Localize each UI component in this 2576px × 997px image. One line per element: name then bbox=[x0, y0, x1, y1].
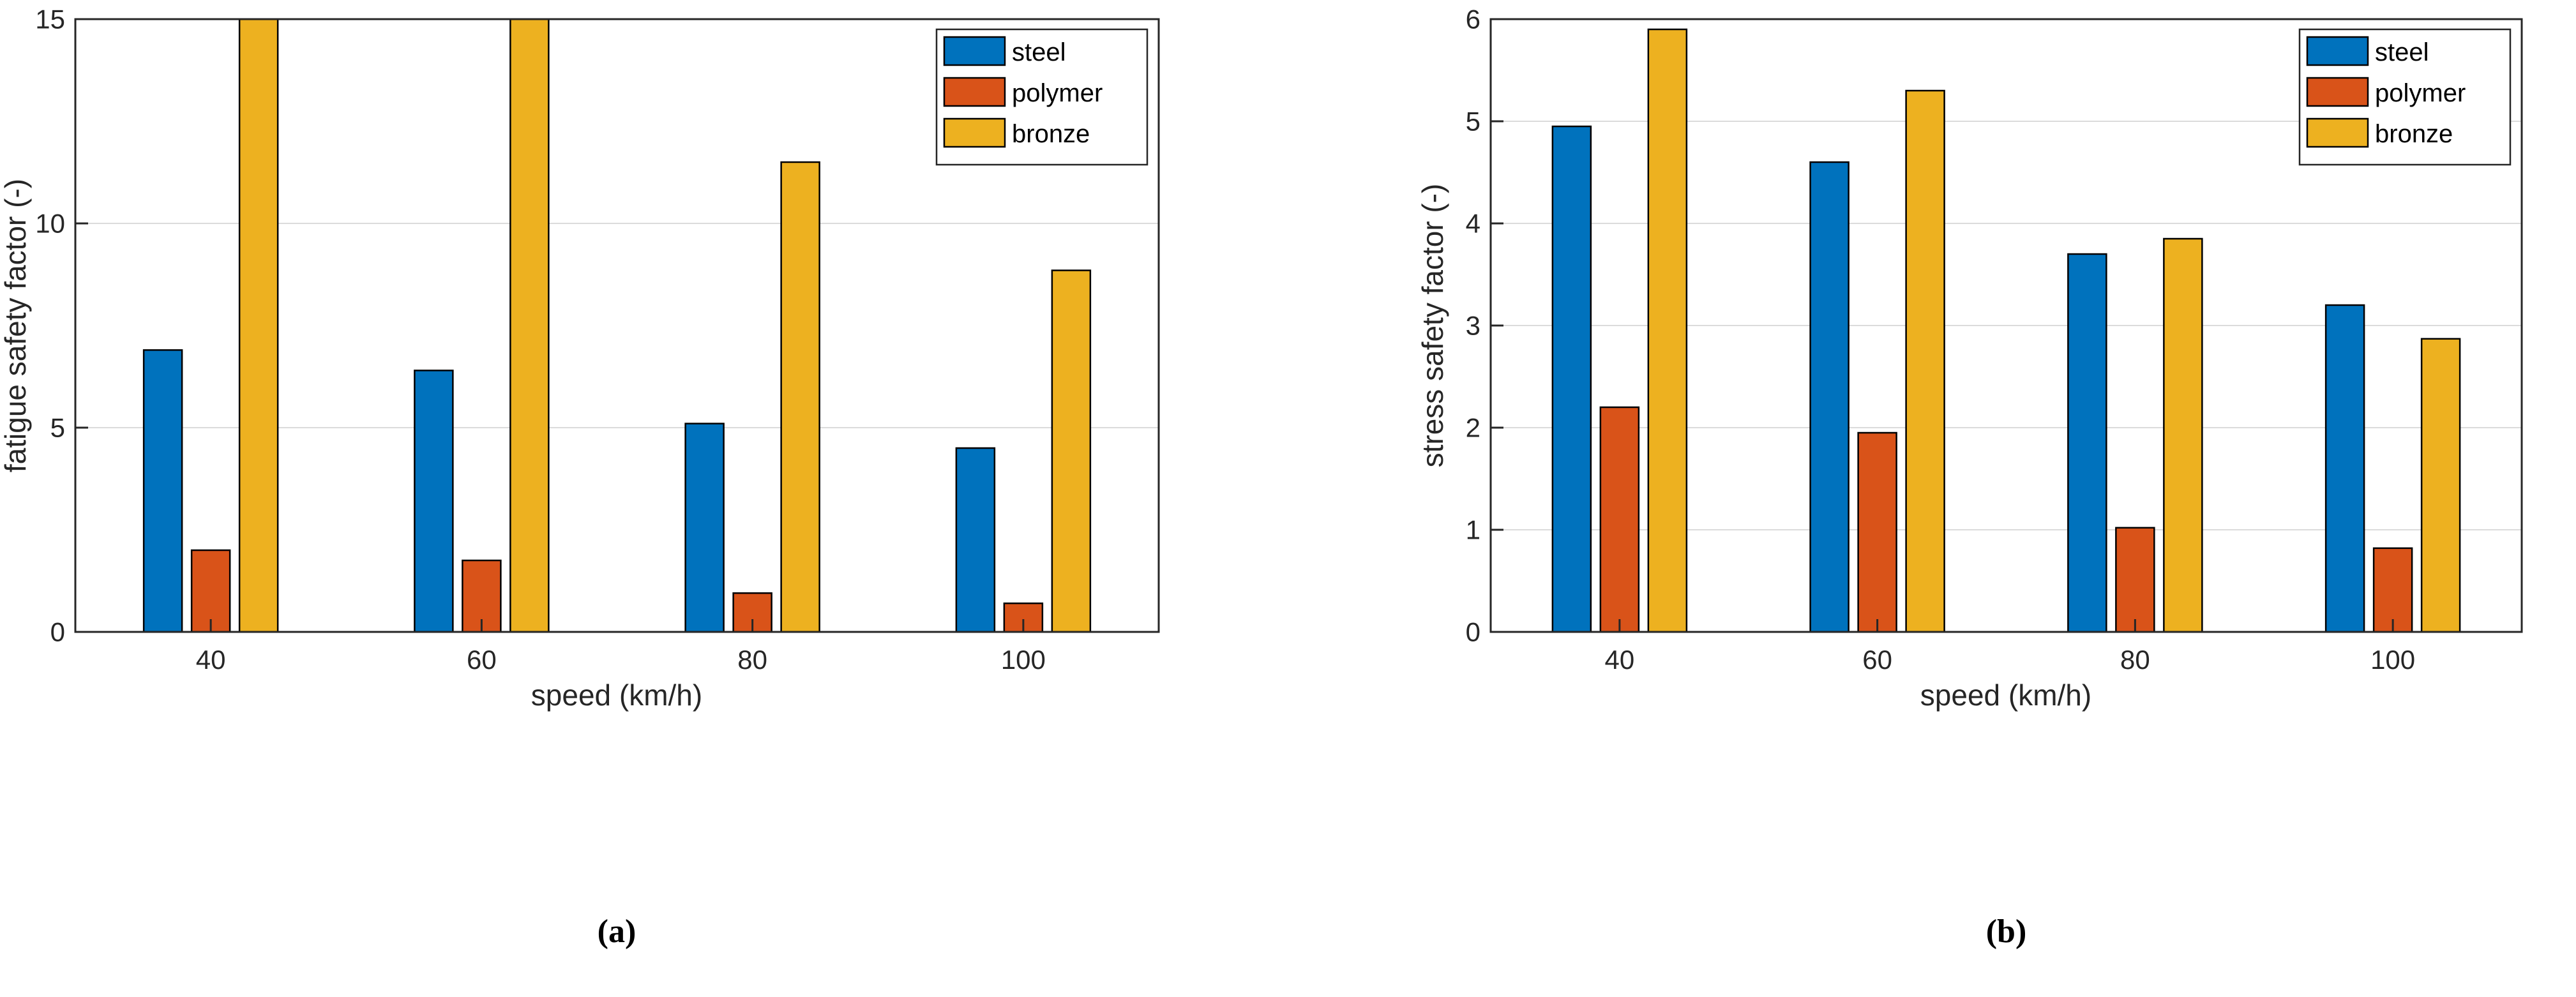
legend-swatch-bronze bbox=[2306, 117, 2369, 148]
bar-bronze-40 bbox=[238, 18, 279, 633]
bar-bronze-80 bbox=[2163, 237, 2203, 633]
bar-polymer-100 bbox=[2372, 547, 2413, 633]
caption-b: (b) bbox=[1985, 913, 2027, 950]
bar-polymer-40 bbox=[190, 549, 231, 633]
legend-swatch-polymer bbox=[943, 77, 1006, 107]
chart-a-x-axis-label: speed (km/h) bbox=[531, 678, 702, 712]
y-tick-label: 0 bbox=[50, 617, 65, 647]
x-tick-label: 40 bbox=[196, 645, 226, 675]
bar-polymer-80 bbox=[2115, 527, 2155, 633]
x-tick-label: 80 bbox=[737, 645, 767, 675]
legend-label-steel: steel bbox=[2375, 38, 2429, 66]
chart-b-y-axis-label: stress safety factor (-) bbox=[1416, 184, 1449, 468]
y-tick-label: 6 bbox=[1466, 4, 1480, 34]
bar-steel-80 bbox=[684, 423, 725, 633]
y-tick-label: 0 bbox=[1466, 617, 1480, 647]
legend-swatch-polymer bbox=[2306, 77, 2369, 107]
chart-b-x-axis-label: speed (km/h) bbox=[1920, 678, 2091, 712]
bar-steel-40 bbox=[142, 349, 183, 633]
x-tick-label: 80 bbox=[2120, 645, 2150, 675]
chart-b-plot-area: 0 1 2 3 4 5 6 40 60 80 100 steel polymer bronze bbox=[1466, 4, 2523, 675]
x-tick-label: 60 bbox=[1862, 645, 1892, 675]
x-tick-label: 40 bbox=[1605, 645, 1635, 675]
legend-label-bronze: bronze bbox=[1012, 120, 1090, 148]
bar-bronze-60 bbox=[1905, 89, 1945, 633]
legend-label-polymer: polymer bbox=[1012, 79, 1103, 107]
bar-steel-60 bbox=[414, 370, 454, 633]
chart-a-plot-area: 0 5 10 15 40 60 80 100 steel polymer bronze bbox=[35, 4, 1160, 675]
bar-steel-80 bbox=[2067, 253, 2107, 633]
chart-a-y-axis-label: fatigue safety factor (-) bbox=[0, 179, 32, 472]
y-tick-label: 10 bbox=[35, 209, 65, 239]
legend-label-polymer: polymer bbox=[2375, 79, 2466, 107]
bar-steel-60 bbox=[1809, 161, 1849, 633]
y-tick-label: 5 bbox=[50, 413, 65, 443]
chart-a-canvas: 0 5 10 15 40 60 80 100 steel polymer bronze fatigu… bbox=[0, 4, 1160, 712]
y-tick-label: 15 bbox=[35, 4, 65, 34]
bar-bronze-40 bbox=[1647, 28, 1688, 633]
legend-swatch-bronze bbox=[943, 117, 1006, 148]
bar-polymer-60 bbox=[1857, 431, 1897, 633]
legend-label-bronze: bronze bbox=[2375, 120, 2453, 148]
x-tick-label: 100 bbox=[1001, 645, 1046, 675]
chart-a-panel: 0 5 10 15 40 60 80 100 steel polymer bronze fatigu… bbox=[0, 0, 1213, 740]
bar-bronze-60 bbox=[509, 18, 550, 633]
bar-steel-100 bbox=[955, 447, 996, 633]
bar-polymer-40 bbox=[1599, 406, 1640, 633]
axes-box bbox=[74, 18, 1160, 633]
chart-b-canvas: 0 1 2 3 4 5 6 40 60 80 100 steel polymer bronze stres… bbox=[1416, 4, 2523, 712]
y-tick-label: 4 bbox=[1466, 209, 1480, 239]
legend-label-steel: steel bbox=[1012, 38, 1066, 66]
y-tick-label: 3 bbox=[1466, 311, 1480, 341]
bar-bronze-100 bbox=[2420, 338, 2461, 633]
legend-swatch-steel bbox=[2306, 36, 2369, 66]
y-tick-label: 1 bbox=[1466, 515, 1480, 545]
y-tick-label: 2 bbox=[1466, 413, 1480, 443]
bar-bronze-80 bbox=[780, 161, 820, 633]
legend-swatch-steel bbox=[943, 36, 1006, 66]
y-tick-label: 5 bbox=[1466, 107, 1480, 137]
x-tick-label: 60 bbox=[467, 645, 497, 675]
x-tick-label: 100 bbox=[2370, 645, 2415, 675]
bar-steel-100 bbox=[2324, 304, 2365, 633]
caption-a: (a) bbox=[597, 913, 636, 950]
bar-bronze-100 bbox=[1051, 269, 1092, 633]
chart-b-panel: 0 1 2 3 4 5 6 40 60 80 100 steel polymer bronze stres… bbox=[1363, 0, 2576, 740]
bar-steel-40 bbox=[1551, 125, 1592, 633]
